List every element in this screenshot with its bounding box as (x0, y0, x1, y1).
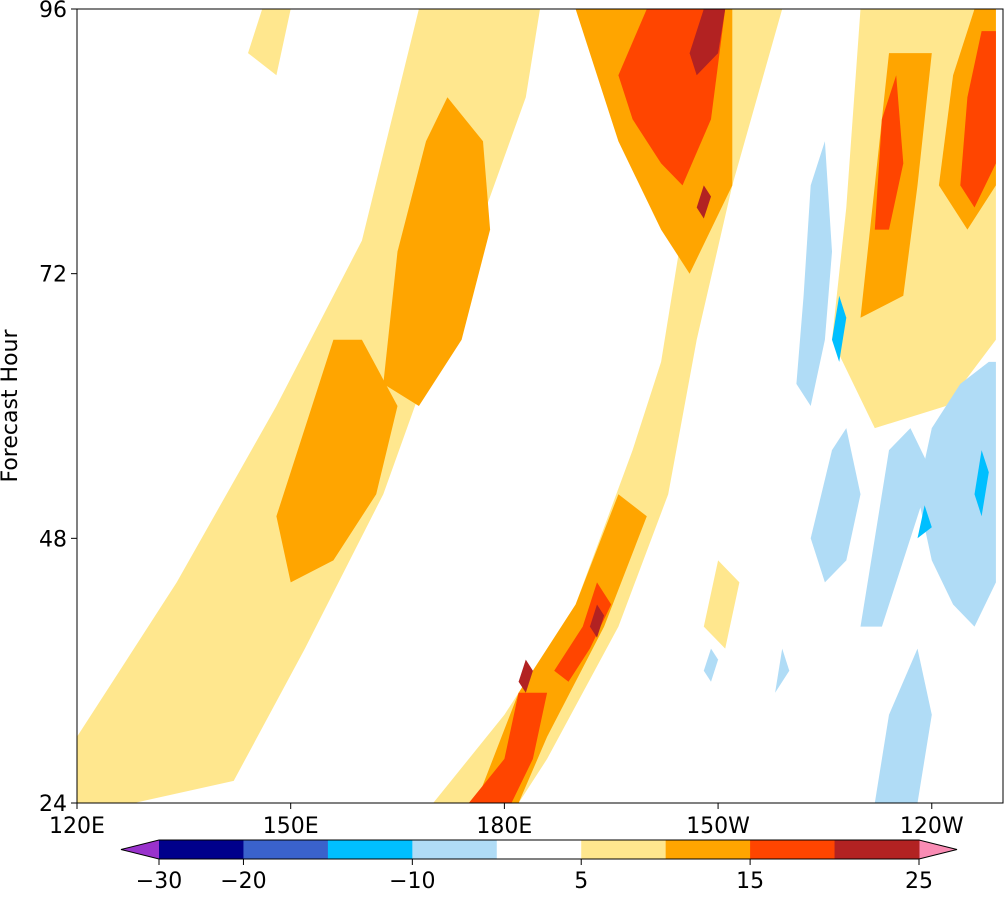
contour-region-neg5-3 (917, 361, 996, 627)
colorbar-tick-label: 5 (574, 869, 588, 894)
colorbar: −30 −20 −10 5 15 25 (120, 839, 958, 894)
colorbar-segment (665, 840, 751, 859)
colorbar-tick-label: 25 (905, 869, 933, 894)
colorbar-extend-max (919, 840, 957, 859)
contour-region-neg10-0 (832, 295, 847, 362)
colorbar-segment (750, 840, 836, 859)
y-axis: 24 48 72 96 (39, 0, 77, 817)
colorbar-tick-label: 15 (736, 869, 764, 894)
colorbar-segment (834, 840, 920, 859)
colorbar-tick-label: −10 (389, 869, 435, 894)
contour-region-15-4 (960, 31, 996, 208)
y-axis-label: Forecast Hour (0, 329, 23, 483)
x-tick-label: 180E (476, 814, 532, 839)
colorbar-tick-label: −30 (136, 869, 182, 894)
colorbar-segment (159, 840, 244, 859)
contour-region-neg5-2 (860, 428, 932, 627)
x-tick-label: 120E (49, 814, 105, 839)
colorbar-segment (496, 840, 582, 859)
y-tick-label: 48 (39, 527, 67, 552)
colorbar-segment (412, 840, 498, 859)
plot-frame (76, 8, 1004, 804)
contour-region-neg5-4 (874, 648, 932, 803)
colorbar-segment (581, 840, 667, 859)
contour-region-neg5-6 (775, 648, 790, 693)
contour-region-neg5-1 (810, 428, 861, 583)
contour-region-neg10-1 (974, 450, 989, 517)
contour-region-20-2 (589, 604, 605, 638)
x-axis: 120E 150E 180E 150W 120W (49, 803, 964, 839)
contour-region-neg10-2 (917, 505, 932, 539)
plot-area (77, 9, 1003, 803)
colorbar-segment (243, 840, 329, 859)
colorbar-segment (327, 840, 413, 859)
y-tick-label: 72 (39, 263, 67, 288)
contour-region-15-3 (874, 75, 904, 230)
contour-region-5-4 (703, 560, 740, 649)
y-tick-label: 96 (39, 0, 67, 23)
contour-region-20-3 (518, 659, 533, 693)
contour-region-neg5-5 (703, 648, 719, 682)
contour-region-neg5-0 (796, 141, 832, 407)
contour-region-15-0 (468, 692, 548, 803)
contour-region-10-1 (383, 97, 491, 406)
x-tick-label: 150W (686, 814, 750, 839)
contour-region-5-3 (248, 9, 291, 76)
contour-region-20-0 (689, 9, 726, 76)
colorbar-tick-label: −20 (220, 869, 266, 894)
colorbar-extend-min (121, 840, 159, 859)
x-tick-label: 150E (263, 814, 319, 839)
y-tick-label: 24 (39, 792, 67, 817)
contour-region-10-0 (276, 339, 398, 583)
x-tick-label: 120W (900, 814, 964, 839)
contour-region-20-1 (696, 185, 711, 219)
